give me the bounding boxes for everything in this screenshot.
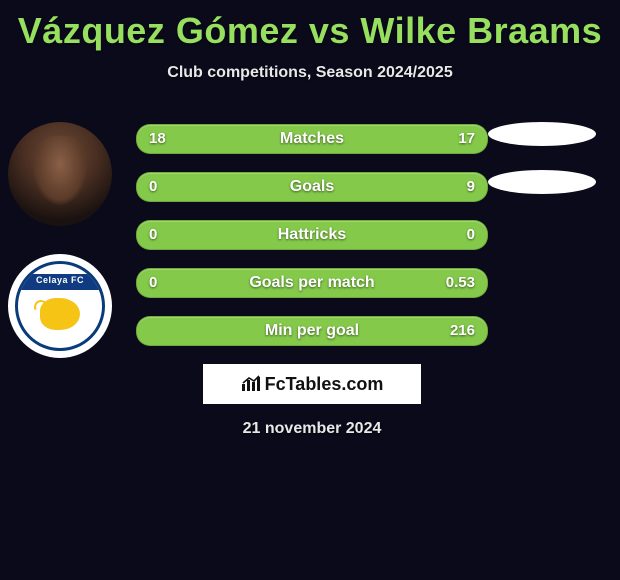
opponent-placeholder-2 — [488, 170, 596, 194]
stat-right-value: 17 — [458, 125, 475, 153]
stat-right-value: 0.53 — [446, 269, 475, 297]
stat-label: Min per goal — [137, 317, 487, 345]
stat-label: Goals per match — [137, 269, 487, 297]
right-avatar-column — [488, 122, 608, 218]
brand-text: FcTables.com — [265, 374, 384, 395]
club-badge-icon: Celaya FC — [15, 261, 105, 351]
stat-bars: 18 Matches 17 0 Goals 9 0 Hattricks 0 0 … — [136, 124, 488, 438]
stat-right-value: 216 — [450, 317, 475, 345]
club-name: Celaya FC — [18, 275, 102, 285]
club-avatar: Celaya FC — [8, 254, 112, 358]
stat-bar-min-per-goal: Min per goal 216 — [136, 316, 488, 346]
stat-label: Hattricks — [137, 221, 487, 249]
stat-right-value: 9 — [467, 173, 475, 201]
stat-right-value: 0 — [467, 221, 475, 249]
stat-bar-matches: 18 Matches 17 — [136, 124, 488, 154]
stat-label: Matches — [137, 125, 487, 153]
opponent-placeholder-1 — [488, 122, 596, 146]
player-avatar — [8, 122, 112, 226]
brand-box[interactable]: FcTables.com — [203, 364, 421, 404]
left-avatar-column: Celaya FC — [8, 122, 118, 386]
page-date: 21 november 2024 — [136, 420, 488, 438]
stat-bar-goals: 0 Goals 9 — [136, 172, 488, 202]
stat-label: Goals — [137, 173, 487, 201]
page-subtitle: Club competitions, Season 2024/2025 — [0, 64, 620, 82]
page-title: Vázquez Gómez vs Wilke Braams — [0, 10, 620, 52]
stat-bar-hattricks: 0 Hattricks 0 — [136, 220, 488, 250]
chart-icon — [241, 374, 261, 395]
stat-bar-goals-per-match: 0 Goals per match 0.53 — [136, 268, 488, 298]
